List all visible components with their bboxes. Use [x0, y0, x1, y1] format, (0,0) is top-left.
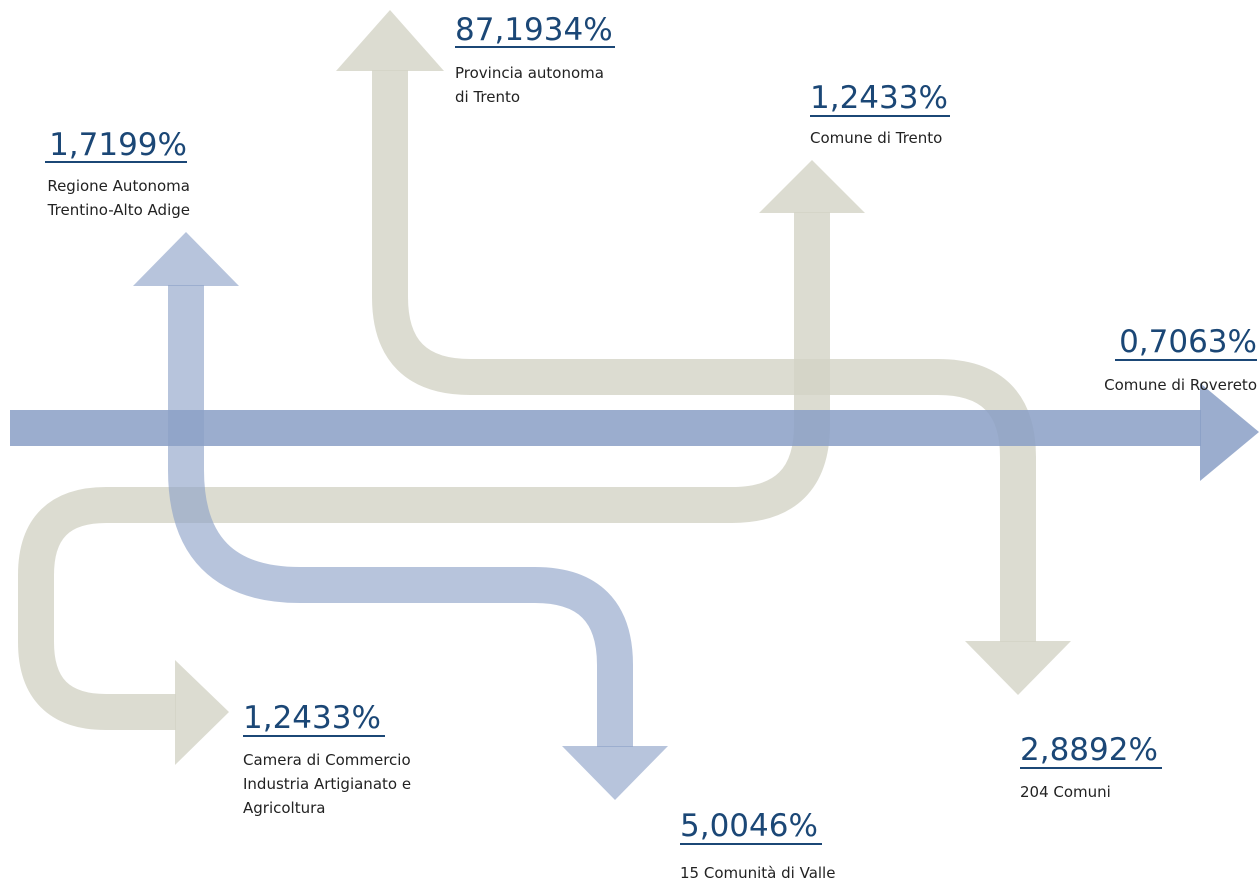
label: Camera di Commercio [243, 751, 411, 769]
label-comunita: 5,0046% 15 Comunità di Valle [680, 808, 835, 882]
percent: 0,7063% [1119, 324, 1257, 360]
label-rovereto: 0,7063% Comune di Rovereto [1104, 324, 1257, 394]
percent: 1,2433% [810, 80, 948, 116]
label: Comune di Rovereto [1104, 376, 1257, 394]
label: 204 Comuni [1020, 783, 1111, 801]
label: Trentino-Alto Adige [47, 201, 190, 219]
arrow-head [759, 160, 865, 213]
arrow-head [133, 232, 239, 286]
label-camera: 1,2433% Camera di Commercio Industria Ar… [243, 700, 411, 817]
label-provincia: 87,1934% Provincia autonoma di Trento [455, 12, 615, 106]
percent: 1,7199% [49, 127, 187, 163]
label: di Trento [455, 88, 520, 106]
percent: 1,2433% [243, 700, 381, 736]
label: Provincia autonoma [455, 64, 604, 82]
flow-arrow [372, 70, 1036, 642]
arrow-head [336, 10, 444, 71]
label-comuni: 2,8892% 204 Comuni [1020, 732, 1162, 801]
flow-arrow [18, 212, 830, 730]
percent: 5,0046% [680, 808, 818, 844]
arrow-head [175, 660, 229, 765]
label-regione: 1,7199% Regione Autonoma Trentino-Alto A… [45, 127, 190, 219]
label: Industria Artigianato e [243, 775, 411, 793]
percent: 2,8892% [1020, 732, 1158, 768]
arrow-head [965, 641, 1071, 695]
arrow-head [562, 746, 668, 800]
flow-arrow [10, 410, 1201, 446]
arrow-head [1200, 383, 1259, 481]
label: 15 Comunità di Valle [680, 864, 835, 882]
percent: 87,1934% [455, 12, 613, 48]
flow-arrow [168, 285, 633, 747]
label-comune-trento: 1,2433% Comune di Trento [810, 80, 950, 147]
label: Comune di Trento [810, 129, 942, 147]
label: Regione Autonoma [47, 177, 190, 195]
label: Agricoltura [243, 799, 325, 817]
